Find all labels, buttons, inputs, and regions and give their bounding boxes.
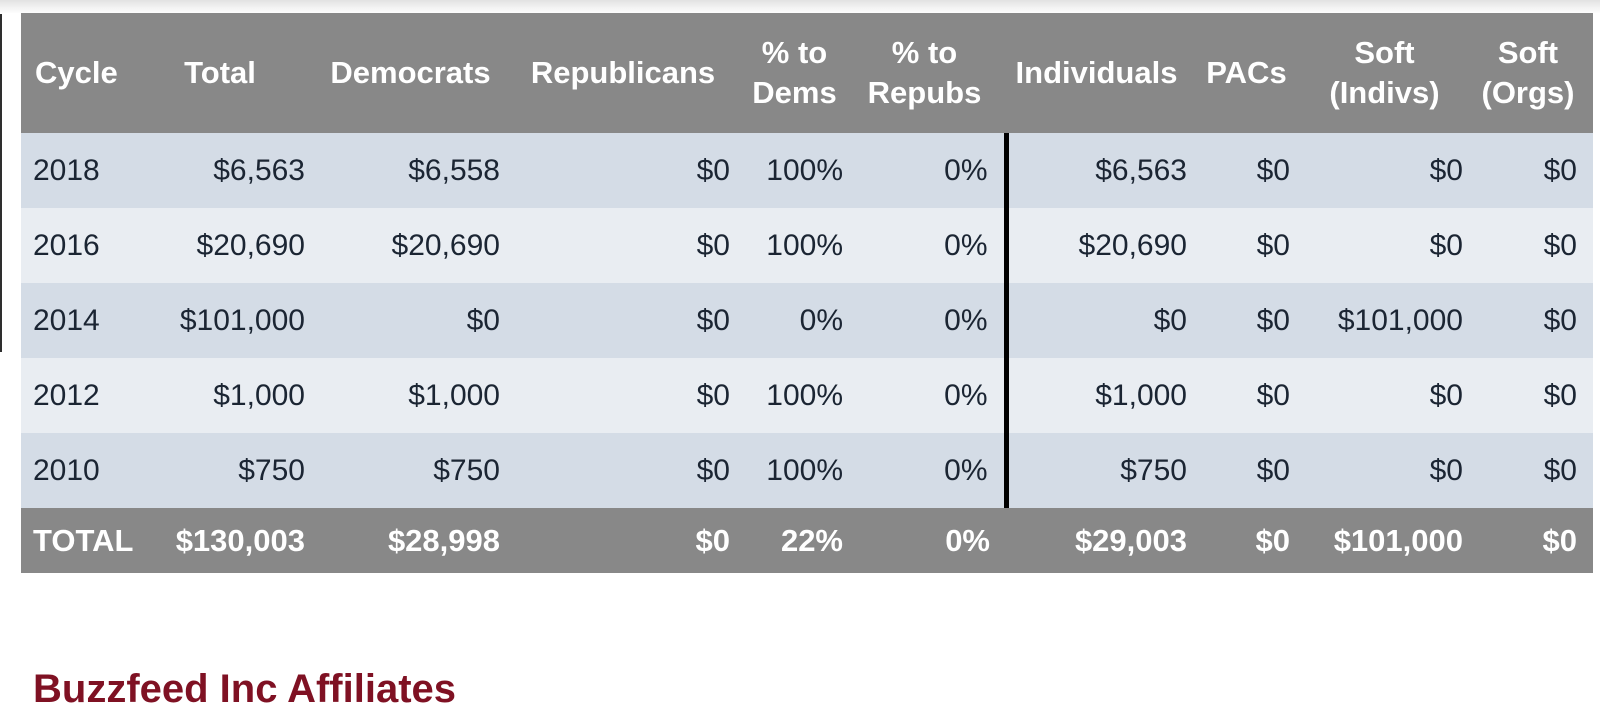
column-header-soft-orgs: Soft (Orgs) [1479, 13, 1593, 133]
cycle-cell: 2016 [21, 208, 135, 283]
table-cell: $1,000 [1003, 358, 1203, 433]
table-cell: $20,690 [321, 208, 516, 283]
table-cell: $0 [516, 283, 746, 358]
table-row-2018: 2018 $6,563 $6,558 $0 100% 0% $6,563 $0 … [21, 133, 1593, 208]
total-cell: $0 [516, 508, 746, 573]
total-cell: $28,998 [321, 508, 516, 573]
table-cell: 0% [859, 433, 1006, 508]
section-heading-affiliates: Buzzfeed Inc Affiliates [33, 667, 457, 711]
table-row-2012: 2012 $1,000 $1,000 $0 100% 0% $1,000 $0 … [21, 358, 1593, 433]
table-cell: $0 [516, 208, 746, 283]
table-cell: $0 [516, 133, 746, 208]
table-cell: $0 [1479, 283, 1593, 358]
table-cell: 0% [859, 208, 1006, 283]
table-cell: 100% [746, 133, 859, 208]
table-cell: 0% [859, 133, 1006, 208]
table-cell: $0 [516, 358, 746, 433]
table-row-2016: 2016 $20,690 $20,690 $0 100% 0% $20,690 … [21, 208, 1593, 283]
table-cell: $0 [1203, 208, 1306, 283]
table-cell: $0 [1306, 358, 1479, 433]
table-cell: $101,000 [1306, 283, 1479, 358]
column-header-pacs: PACs [1203, 13, 1306, 133]
total-cell: $101,000 [1306, 508, 1479, 573]
header-row: Cycle Total Democrats Republicans % to D… [21, 13, 1593, 133]
table-cell: $0 [1479, 358, 1593, 433]
table-cell: $6,563 [1003, 133, 1203, 208]
table-cell: $1,000 [321, 358, 516, 433]
table-cell: $750 [321, 433, 516, 508]
table-cell: $20,690 [1003, 208, 1203, 283]
table-cell: $101,000 [135, 283, 321, 358]
table-cell: 0% [859, 283, 1006, 358]
table-cell: $0 [1479, 208, 1593, 283]
table-cell: $750 [135, 433, 321, 508]
table-cell: $6,563 [135, 133, 321, 208]
table-cell: $6,558 [321, 133, 516, 208]
table-row-2010: 2010 $750 $750 $0 100% 0% $750 $0 $0 $0 [21, 433, 1593, 508]
column-header-pct-to-repubs: % to Repubs [859, 13, 1006, 133]
total-cell: $0 [1479, 508, 1593, 573]
column-header-cycle: Cycle [21, 13, 135, 133]
column-header-soft-indivs: Soft (Indivs) [1306, 13, 1479, 133]
cycle-cell: 2018 [21, 133, 135, 208]
total-cell: 0% [859, 508, 1006, 573]
total-label-cell: TOTAL [21, 508, 135, 573]
table-cell: 100% [746, 208, 859, 283]
table-cell: $0 [1479, 433, 1593, 508]
table-cell: $0 [1203, 433, 1306, 508]
table-cell: $1,000 [135, 358, 321, 433]
column-header-democrats: Democrats [321, 13, 516, 133]
table-cell: 100% [746, 433, 859, 508]
left-edge-artifact [0, 14, 2, 352]
table-row-total: TOTAL $130,003 $28,998 $0 22% 0% $29,003… [21, 508, 1593, 573]
cycle-cell: 2012 [21, 358, 135, 433]
table-cell: $0 [1203, 133, 1306, 208]
column-header-pct-to-dems: % to Dems [746, 13, 859, 133]
table-cell: 0% [746, 283, 859, 358]
table-cell: $20,690 [135, 208, 321, 283]
total-cell: $29,003 [1006, 508, 1203, 573]
column-header-republicans: Republicans [516, 13, 746, 133]
table-cell: $0 [1306, 208, 1479, 283]
total-cell: $0 [1203, 508, 1306, 573]
cycle-cell: 2014 [21, 283, 135, 358]
total-cell: $130,003 [135, 508, 321, 573]
column-header-total: Total [135, 13, 321, 133]
total-cell: 22% [746, 508, 859, 573]
table-cell: $0 [516, 433, 746, 508]
table-cell: 100% [746, 358, 859, 433]
table-cell: $0 [1203, 358, 1306, 433]
cycle-cell: 2010 [21, 433, 135, 508]
table-cell: $0 [1479, 133, 1593, 208]
contributions-by-cycle-table: Cycle Total Democrats Republicans % to D… [21, 13, 1593, 573]
table-cell: $0 [1306, 133, 1479, 208]
table-cell: $0 [1306, 433, 1479, 508]
column-header-individuals: Individuals [1006, 13, 1203, 133]
table-cell: $0 [1003, 283, 1203, 358]
table-row-2014: 2014 $101,000 $0 $0 0% 0% $0 $0 $101,000… [21, 283, 1593, 358]
top-edge-shadow [0, 0, 1600, 13]
table-cell: $750 [1003, 433, 1203, 508]
table-cell: $0 [1203, 283, 1306, 358]
table-cell: $0 [321, 283, 516, 358]
table-cell: 0% [859, 358, 1006, 433]
